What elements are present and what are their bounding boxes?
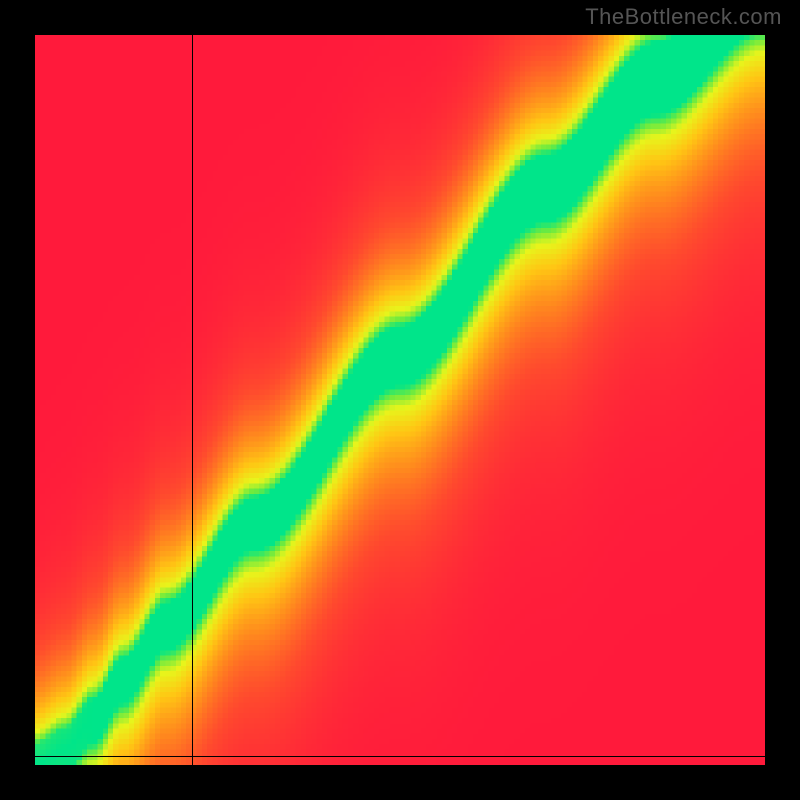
stage: TheBottleneck.com <box>0 0 800 800</box>
heatmap-canvas <box>35 35 765 765</box>
crosshair-vertical <box>192 35 193 765</box>
watermark-text: TheBottleneck.com <box>585 4 782 30</box>
crosshair-horizontal <box>35 756 765 757</box>
